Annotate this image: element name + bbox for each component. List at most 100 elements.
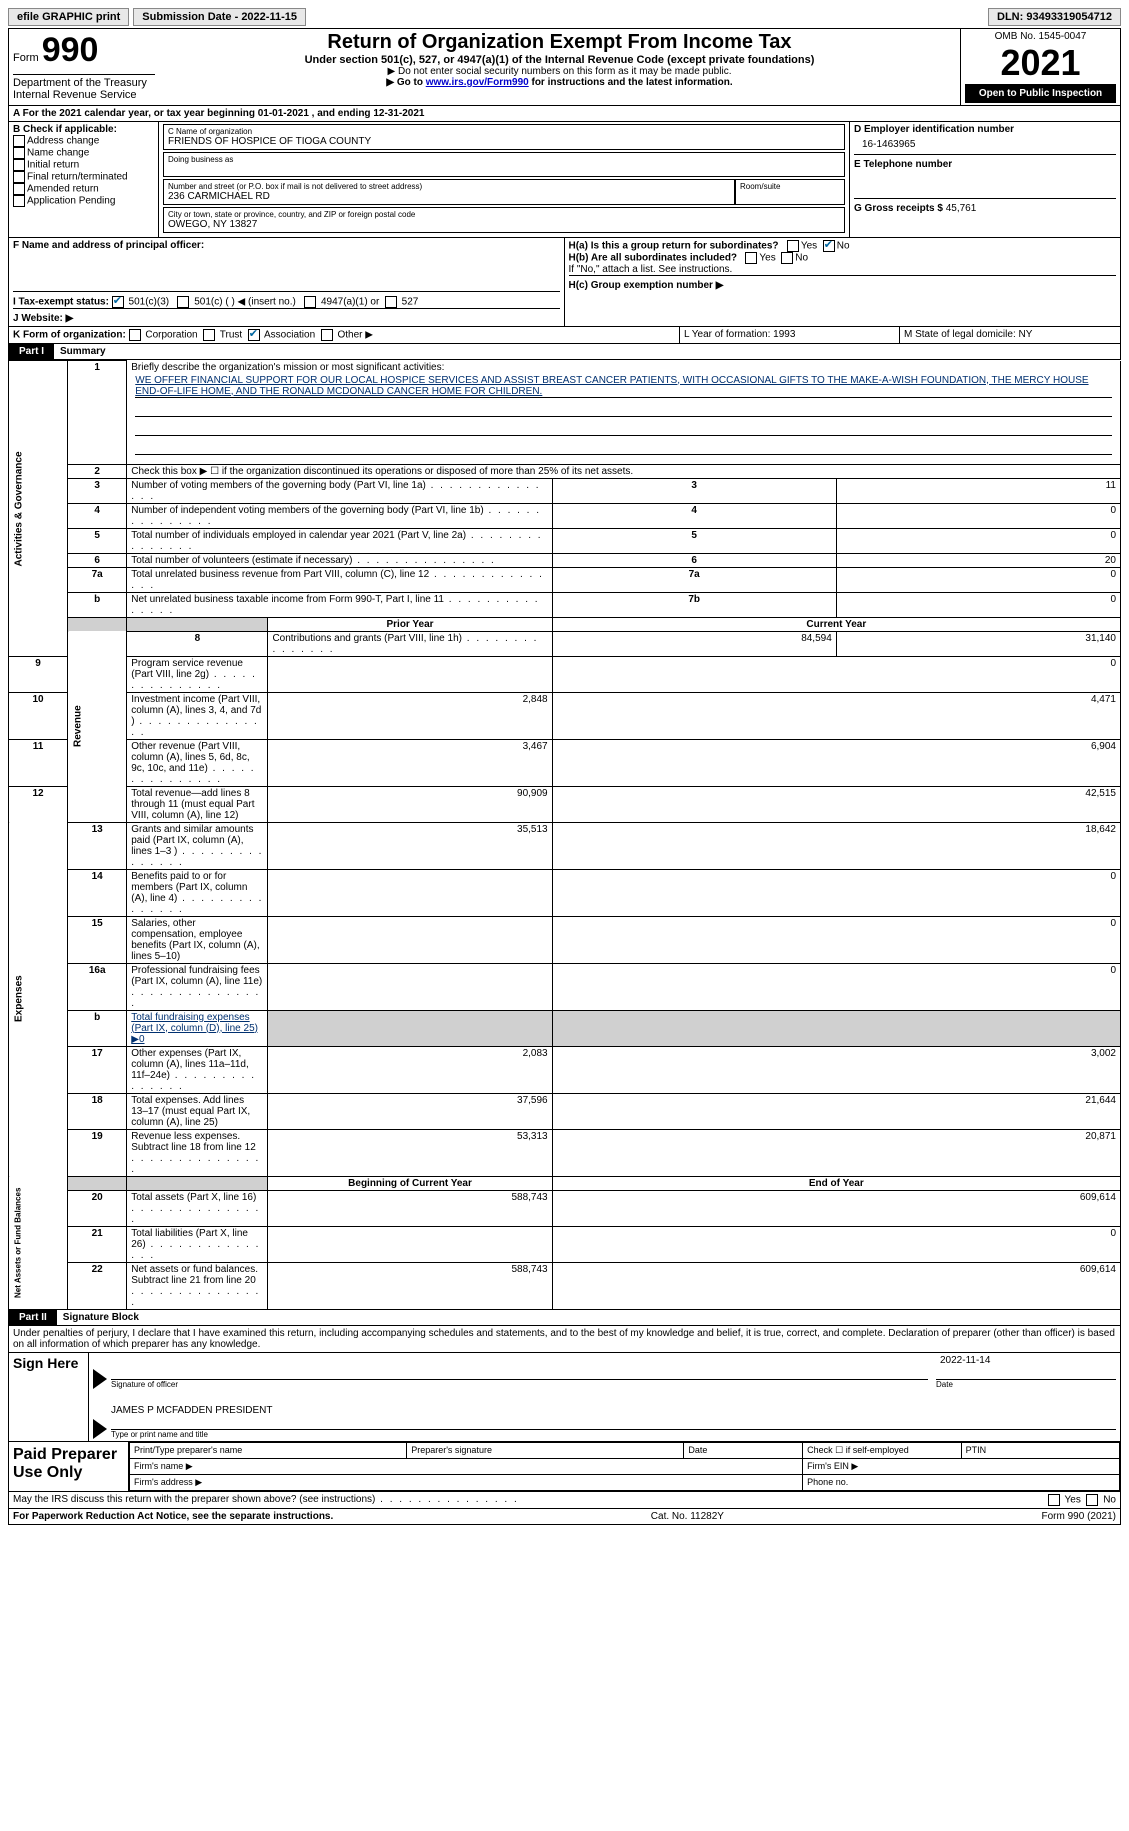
opt-label: Corporation: [145, 330, 197, 341]
ha-no-checkbox[interactable]: [823, 240, 835, 252]
arrow-icon: [93, 1419, 107, 1439]
identification-section: A For the 2021 calendar year, or tax yea…: [8, 106, 1121, 344]
f-label: F Name and address of principal officer:: [13, 240, 560, 251]
527-checkbox[interactable]: [385, 296, 397, 308]
curr-val: 0: [552, 916, 1120, 963]
e-label: E Telephone number: [854, 154, 1116, 170]
dln: DLN: 93493319054712: [988, 8, 1121, 26]
yes-label: Yes: [759, 253, 775, 264]
prior-val: [268, 869, 552, 916]
line-text: Net assets or fund balances. Subtract li…: [131, 1264, 260, 1308]
cb-label: Name change: [27, 148, 89, 159]
curr-val: 42,515: [552, 786, 1120, 822]
l-year: L Year of formation: 1993: [680, 327, 900, 343]
hb-label: H(b) Are all subordinates included?: [569, 253, 738, 264]
line-box: 5: [552, 528, 836, 553]
summary-table: Activities & Governance 1 Briefly descri…: [8, 360, 1121, 1310]
discuss-no-checkbox[interactable]: [1086, 1494, 1098, 1506]
part2-title: Signature Block: [57, 1310, 145, 1325]
application-pending-checkbox[interactable]: [13, 195, 25, 207]
4947-checkbox[interactable]: [304, 296, 316, 308]
city-state-zip: OWEGO, NY 13827: [168, 219, 840, 230]
prior-val: 37,596: [268, 1093, 552, 1129]
final-return-checkbox[interactable]: [13, 171, 25, 183]
submission-date: Submission Date - 2022-11-15: [133, 8, 306, 26]
ein: 16-1463965: [854, 135, 1116, 154]
line-val: 20: [836, 553, 1120, 567]
line-text: Total unrelated business revenue from Pa…: [131, 569, 544, 591]
ha-label: H(a) Is this a group return for subordin…: [569, 241, 779, 252]
date-label: Date: [936, 1380, 1116, 1389]
name-change-checkbox[interactable]: [13, 147, 25, 159]
curr-val: 0: [552, 1226, 1120, 1262]
cb-label: Initial return: [27, 160, 79, 171]
q2-text: Check this box ▶ ☐ if the organization d…: [127, 464, 1121, 478]
yes-label: Yes: [1065, 1494, 1081, 1505]
top-toolbar: efile GRAPHIC print Submission Date - 20…: [8, 8, 1121, 26]
line-text: Other expenses (Part IX, column (A), lin…: [131, 1048, 256, 1092]
prep-name-header: Print/Type preparer's name: [130, 1442, 407, 1458]
line-text: Other revenue (Part VIII, column (A), li…: [131, 741, 255, 785]
form-title: Return of Organization Exempt From Incom…: [163, 31, 956, 54]
line-text: Program service revenue (Part VIII, line…: [131, 658, 257, 691]
curr-val: 0: [552, 869, 1120, 916]
officer-name: JAMES P MCFADDEN PRESIDENT: [111, 1395, 1116, 1430]
curr-val: 0: [552, 963, 1120, 1010]
paid-preparer-label: Paid Preparer Use Only: [9, 1442, 129, 1491]
line-text: Revenue less expenses. Subtract line 18 …: [131, 1131, 260, 1175]
curr-val: 609,614: [552, 1262, 1120, 1309]
mission-text: WE OFFER FINANCIAL SUPPORT FOR OUR LOCAL…: [135, 375, 1112, 398]
501c3-checkbox[interactable]: [112, 296, 124, 308]
signature-line[interactable]: [111, 1355, 928, 1380]
name-label: Type or print name and title: [111, 1430, 1116, 1439]
line-text: Number of voting members of the governin…: [131, 480, 540, 502]
part2-tag: Part II: [9, 1310, 57, 1325]
k-label: K Form of organization:: [13, 330, 126, 341]
gross-receipts: 45,761: [946, 203, 977, 214]
irs-link[interactable]: www.irs.gov/Form990: [426, 77, 529, 88]
address-change-checkbox[interactable]: [13, 135, 25, 147]
curr-val: 0: [552, 656, 1120, 692]
trust-checkbox[interactable]: [203, 329, 215, 341]
g-label: G Gross receipts $: [854, 203, 943, 214]
hb-yes-checkbox[interactable]: [745, 252, 757, 264]
part2-header: Part II Signature Block: [8, 1310, 1121, 1326]
catalog-number: Cat. No. 11282Y: [651, 1511, 724, 1522]
line-box: 6: [552, 553, 836, 567]
amended-return-checkbox[interactable]: [13, 183, 25, 195]
addr-label: Number and street (or P.O. box if mail i…: [168, 182, 730, 191]
prior-val: 2,083: [268, 1046, 552, 1093]
form-subtitle: Under section 501(c), 527, or 4947(a)(1)…: [163, 54, 956, 66]
prior-val: [268, 1226, 552, 1262]
opt-label: 527: [402, 297, 419, 308]
prior-val: 53,313: [268, 1129, 552, 1176]
opt-label: 501(c) ( ) ◀ (insert no.): [194, 297, 296, 308]
opt-label: 4947(a)(1) or: [321, 297, 379, 308]
no-label: No: [795, 253, 808, 264]
initial-return-checkbox[interactable]: [13, 159, 25, 171]
form-ref: Form 990 (2021): [1042, 1511, 1116, 1522]
assoc-checkbox[interactable]: [248, 329, 260, 341]
opt-label: 501(c)(3): [129, 297, 170, 308]
other-checkbox[interactable]: [321, 329, 333, 341]
begin-year-header: Beginning of Current Year: [268, 1176, 552, 1190]
efile-print-button[interactable]: efile GRAPHIC print: [8, 8, 129, 26]
ssn-warning: ▶ Do not enter social security numbers o…: [163, 66, 956, 77]
hb-no-checkbox[interactable]: [781, 252, 793, 264]
cb-label: Address change: [27, 136, 99, 147]
dba-label: Doing business as: [168, 155, 840, 164]
ha-yes-checkbox[interactable]: [787, 240, 799, 252]
room-label: Room/suite: [740, 182, 840, 191]
curr-val: 3,002: [552, 1046, 1120, 1093]
side-activities: Activities & Governance: [9, 361, 68, 657]
discuss-yes-checkbox[interactable]: [1048, 1494, 1060, 1506]
d-label: D Employer identification number: [854, 124, 1116, 135]
501c-checkbox[interactable]: [177, 296, 189, 308]
line-text: Professional fundraising fees (Part IX, …: [131, 965, 262, 1009]
prior-val: 588,743: [268, 1262, 552, 1309]
corp-checkbox[interactable]: [129, 329, 141, 341]
penalty-text: Under penalties of perjury, I declare th…: [8, 1326, 1121, 1353]
line-text: Grants and similar amounts paid (Part IX…: [131, 824, 263, 868]
hc-label: H(c) Group exemption number ▶: [569, 275, 1117, 291]
firm-ein-label: Firm's EIN ▶: [803, 1458, 1120, 1474]
